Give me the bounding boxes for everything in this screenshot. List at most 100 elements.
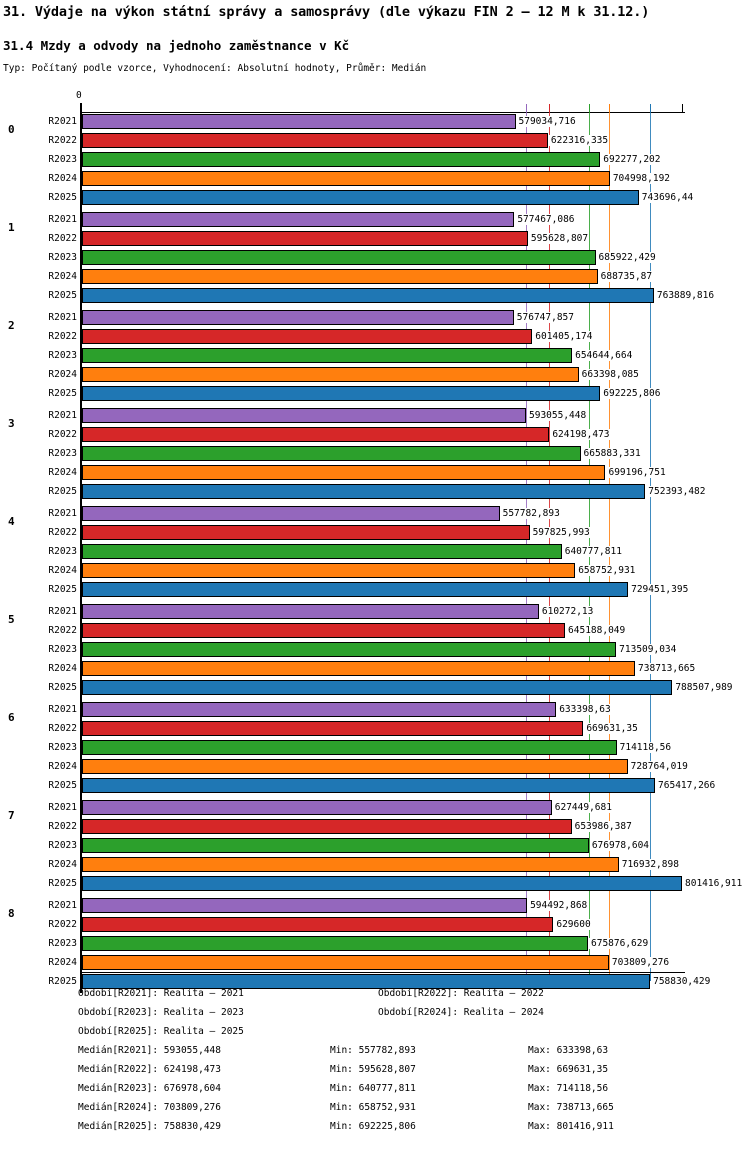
statistic-min: Min: 557782,893 bbox=[330, 1045, 416, 1056]
statistic-min: Min: 595628,807 bbox=[330, 1064, 416, 1075]
bar-r2023[interactable] bbox=[82, 446, 581, 461]
bar-category-label: R2022 bbox=[48, 233, 77, 244]
bar-value-label: 577467,086 bbox=[515, 213, 576, 225]
bar-r2025[interactable] bbox=[82, 288, 654, 303]
bar-r2024[interactable] bbox=[82, 171, 610, 186]
bar-category-label: R2022 bbox=[48, 625, 77, 636]
bar-r2023[interactable] bbox=[82, 152, 601, 167]
bar-r2022[interactable] bbox=[82, 721, 584, 736]
bar-r2021[interactable] bbox=[82, 408, 526, 423]
bar-category-label: R2022 bbox=[48, 429, 77, 440]
bar-r2021[interactable] bbox=[82, 506, 500, 521]
median-tick-top-r2025 bbox=[650, 104, 652, 112]
bar-row: R2021 557782,893 bbox=[0, 504, 750, 523]
bar-r2021[interactable] bbox=[82, 310, 514, 325]
bar-value-label: 593055,448 bbox=[527, 409, 588, 421]
bar-row: R2022 629600 bbox=[0, 915, 750, 934]
bar-r2022[interactable] bbox=[82, 623, 566, 638]
bar-value-label: 713509,034 bbox=[617, 643, 678, 655]
bar-group: 7 R2021 627449,681 R2022 653986,387 R2023 6769… bbox=[0, 798, 750, 893]
bar-value-label: 692225,806 bbox=[601, 387, 662, 399]
bar-value-label: 765417,266 bbox=[656, 779, 717, 791]
bar-row: R2025 788507,989 bbox=[0, 678, 750, 697]
statistic-min: Min: 640777,811 bbox=[330, 1083, 416, 1094]
bar-row: R2023 640777,811 bbox=[0, 542, 750, 561]
bar-r2022[interactable] bbox=[82, 329, 533, 344]
bar-row: R2021 577467,086 bbox=[0, 210, 750, 229]
bar-category-label: R2023 bbox=[48, 938, 77, 949]
bar-r2023[interactable] bbox=[82, 348, 573, 363]
bar-category-label: R2025 bbox=[48, 192, 77, 203]
bar-row: R2023 665883,331 bbox=[0, 444, 750, 463]
bar-row: R2023 676978,604 bbox=[0, 836, 750, 855]
bar-category-label: R2022 bbox=[48, 527, 77, 538]
bar-r2023[interactable] bbox=[82, 838, 589, 853]
bar-row: R2025 752393,482 bbox=[0, 482, 750, 501]
bar-row: R2022 653986,387 bbox=[0, 817, 750, 836]
bar-r2021[interactable] bbox=[82, 114, 516, 129]
bar-r2023[interactable] bbox=[82, 936, 588, 951]
bar-r2024[interactable] bbox=[82, 367, 579, 382]
bar-value-label: 622316,335 bbox=[548, 134, 610, 146]
bar-category-label: R2022 bbox=[48, 331, 77, 342]
bar-r2023[interactable] bbox=[82, 250, 596, 265]
bar-category-label: R2022 bbox=[48, 919, 77, 930]
bar-r2021[interactable] bbox=[82, 212, 515, 227]
bar-r2022[interactable] bbox=[82, 819, 572, 834]
bar-r2022[interactable] bbox=[82, 231, 528, 246]
bar-r2024[interactable] bbox=[82, 269, 598, 284]
bar-value-label: 699196,751 bbox=[606, 466, 667, 478]
bar-r2023[interactable] bbox=[82, 740, 617, 755]
bar-r2025[interactable] bbox=[82, 484, 646, 499]
bar-r2022[interactable] bbox=[82, 427, 550, 442]
bar-category-label: R2023 bbox=[48, 546, 77, 557]
bar-r2024[interactable] bbox=[82, 661, 636, 676]
bar-row: R2025 729451,395 bbox=[0, 580, 750, 599]
median-tick-top-r2024 bbox=[608, 104, 610, 112]
bar-r2023[interactable] bbox=[82, 642, 617, 657]
bar-r2021[interactable] bbox=[82, 604, 539, 619]
bar-r2022[interactable] bbox=[82, 917, 554, 932]
bar-group: 4 R2021 557782,893 R2022 597825,993 R2023 6407… bbox=[0, 504, 750, 599]
bar-value-label: 601405,174 bbox=[533, 330, 594, 342]
bar-value-label: 763889,816 bbox=[654, 289, 716, 301]
bar-group: 1 R2021 577467,086 R2022 595628,807 R2023 6859… bbox=[0, 210, 750, 305]
axis-origin-label: 0 bbox=[76, 90, 82, 101]
bar-category-label: R2023 bbox=[48, 154, 77, 165]
bar-r2022[interactable] bbox=[82, 133, 548, 148]
bar-r2021[interactable] bbox=[82, 702, 557, 717]
bar-r2023[interactable] bbox=[82, 544, 562, 559]
bar-r2025[interactable] bbox=[82, 190, 639, 205]
bar-r2025[interactable] bbox=[82, 778, 656, 793]
bar-r2024[interactable] bbox=[82, 465, 606, 480]
median-line-r2025 bbox=[650, 112, 652, 972]
bar-r2025[interactable] bbox=[82, 680, 673, 695]
x-axis-bottom-line bbox=[80, 972, 685, 973]
bar-value-label: 752393,482 bbox=[646, 485, 707, 497]
bar-value-label: 669631,35 bbox=[584, 722, 639, 734]
bar-r2021[interactable] bbox=[82, 800, 552, 815]
bar-r2024[interactable] bbox=[82, 955, 609, 970]
bar-value-label: 729451,395 bbox=[629, 583, 690, 595]
bar-r2024[interactable] bbox=[82, 759, 628, 774]
bar-row: R2022 601405,174 bbox=[0, 327, 750, 346]
bar-r2025[interactable] bbox=[82, 974, 651, 989]
bar-r2022[interactable] bbox=[82, 525, 530, 540]
bar-r2024[interactable] bbox=[82, 857, 619, 872]
bar-category-label: R2025 bbox=[48, 682, 77, 693]
bar-r2024[interactable] bbox=[82, 563, 576, 578]
bar-r2025[interactable] bbox=[82, 876, 682, 891]
bar-r2025[interactable] bbox=[82, 582, 629, 597]
bar-r2021[interactable] bbox=[82, 898, 528, 913]
bar-category-label: R2024 bbox=[48, 565, 77, 576]
bar-row: R2023 654644,664 bbox=[0, 346, 750, 365]
bar-row: R2024 658752,931 bbox=[0, 561, 750, 580]
bar-value-label: 645188,049 bbox=[566, 624, 627, 636]
bar-row: R2021 594492,868 bbox=[0, 896, 750, 915]
bar-group: 8 R2021 594492,868 R2022 629600 R2023 675876,6… bbox=[0, 896, 750, 991]
bar-row: R2022 669631,35 bbox=[0, 719, 750, 738]
bar-row: R2022 624198,473 bbox=[0, 425, 750, 444]
bar-category-label: R2023 bbox=[48, 840, 77, 851]
bar-r2025[interactable] bbox=[82, 386, 601, 401]
bar-value-label: 627449,681 bbox=[552, 801, 613, 813]
